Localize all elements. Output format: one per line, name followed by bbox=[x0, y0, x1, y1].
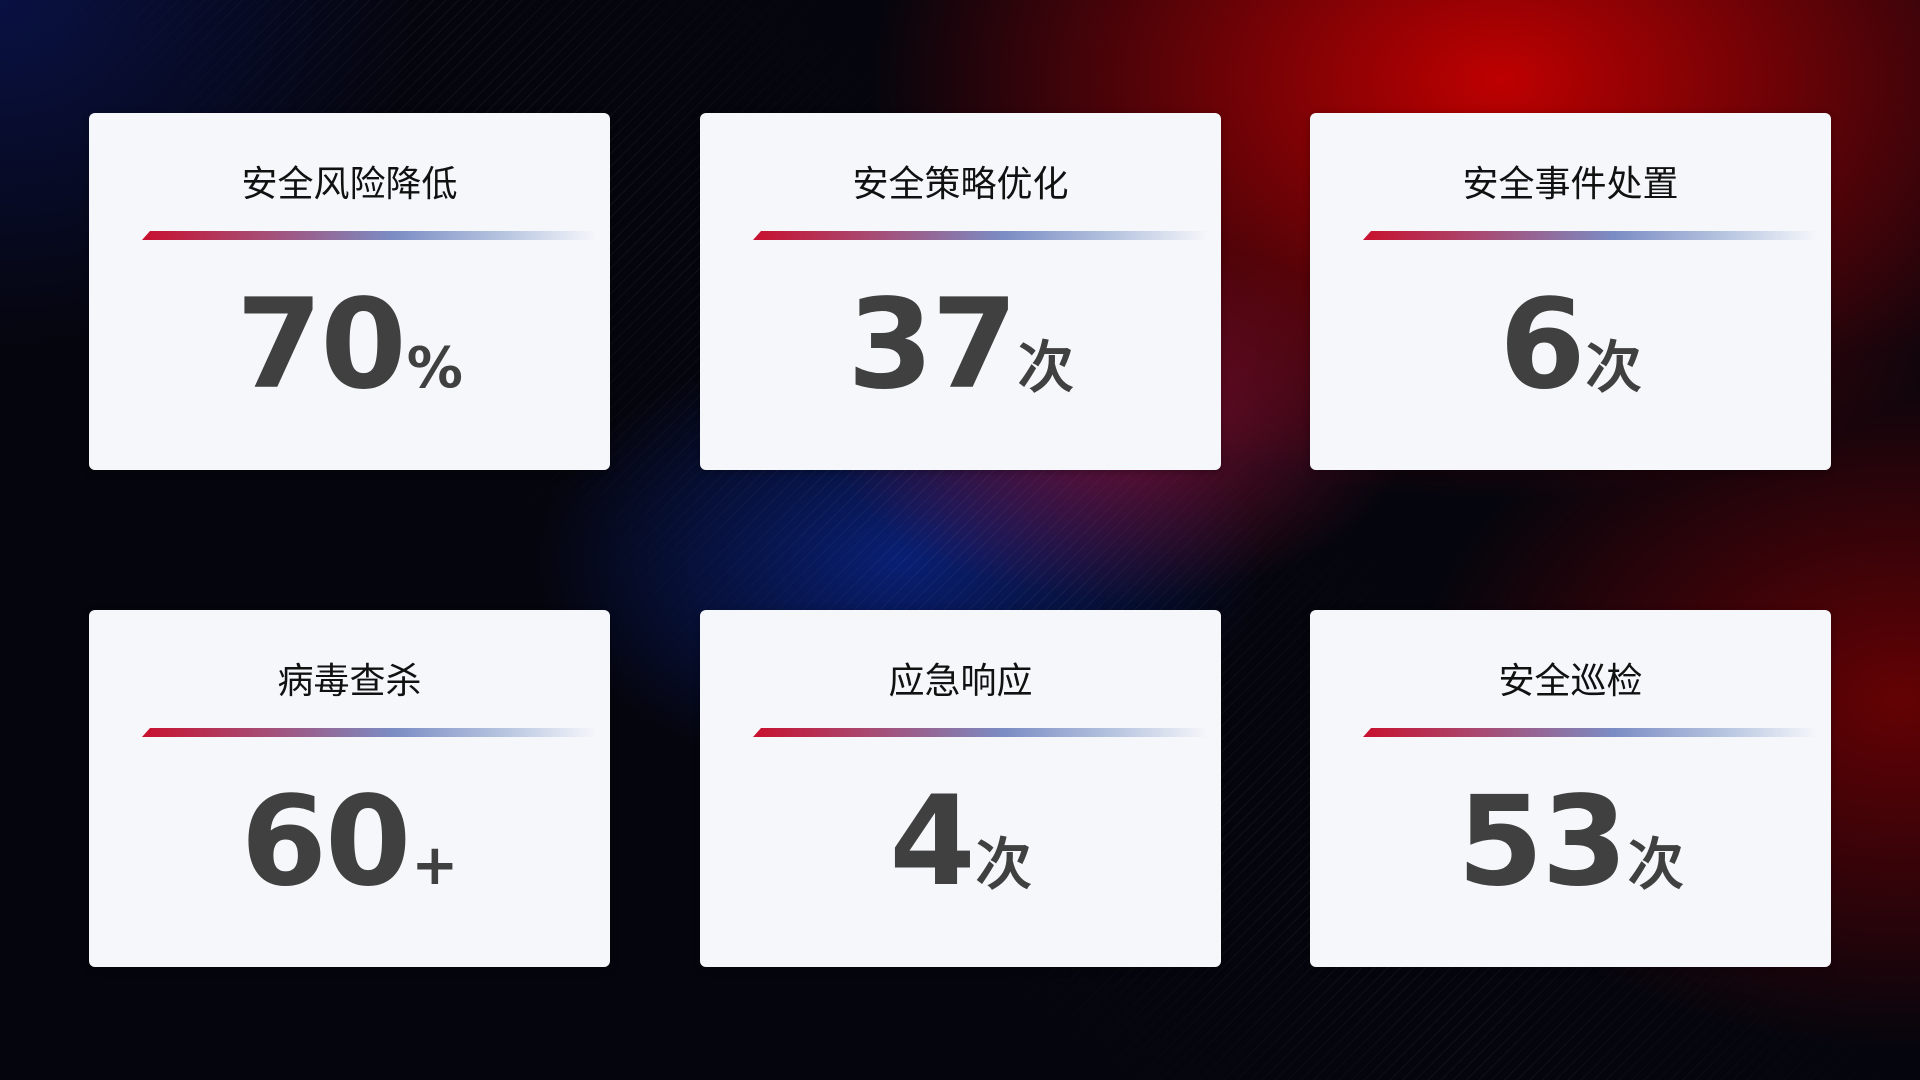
stat-value: 4次 bbox=[700, 780, 1221, 904]
stat-card: 应急响应 4次 bbox=[700, 610, 1221, 967]
stat-unit: 次 bbox=[1585, 336, 1642, 401]
stat-value: 6次 bbox=[1310, 283, 1831, 407]
stat-title: 安全策略优化 bbox=[852, 164, 1069, 205]
gradient-divider bbox=[142, 728, 597, 737]
stat-title: 应急响应 bbox=[888, 661, 1033, 702]
stat-number: 70 bbox=[236, 273, 407, 417]
stat-number: 60 bbox=[240, 770, 412, 914]
stat-card: 安全巡检 53次 bbox=[1310, 610, 1831, 967]
stat-number: 4 bbox=[889, 770, 975, 914]
stat-number: 53 bbox=[1457, 770, 1628, 914]
stat-value: 53次 bbox=[1310, 780, 1831, 904]
stat-unit: 次 bbox=[975, 833, 1032, 898]
stat-value: 70% bbox=[89, 283, 610, 407]
stat-title: 安全巡检 bbox=[1498, 661, 1643, 702]
stat-unit: % bbox=[406, 336, 463, 401]
stat-number: 6 bbox=[1499, 273, 1585, 417]
stat-title: 安全风险降低 bbox=[241, 164, 458, 205]
stat-number: 37 bbox=[847, 273, 1018, 417]
stat-unit: 次 bbox=[1627, 833, 1684, 898]
stat-value: 37次 bbox=[700, 283, 1221, 407]
gradient-divider bbox=[1363, 231, 1818, 240]
stat-card: 病毒查杀 60+ bbox=[89, 610, 610, 967]
gradient-divider bbox=[753, 728, 1208, 737]
stat-card: 安全策略优化 37次 bbox=[700, 113, 1221, 470]
stat-value: 60+ bbox=[89, 780, 610, 904]
stat-unit: 次 bbox=[1017, 336, 1074, 401]
gradient-divider bbox=[142, 231, 597, 240]
stat-title: 安全事件处置 bbox=[1462, 164, 1679, 205]
stat-card: 安全风险降低 70% bbox=[89, 113, 610, 470]
stat-card: 安全事件处置 6次 bbox=[1310, 113, 1831, 470]
stat-unit: + bbox=[411, 833, 459, 898]
gradient-divider bbox=[1363, 728, 1818, 737]
gradient-divider bbox=[753, 231, 1208, 240]
stat-title: 病毒查杀 bbox=[277, 661, 422, 702]
